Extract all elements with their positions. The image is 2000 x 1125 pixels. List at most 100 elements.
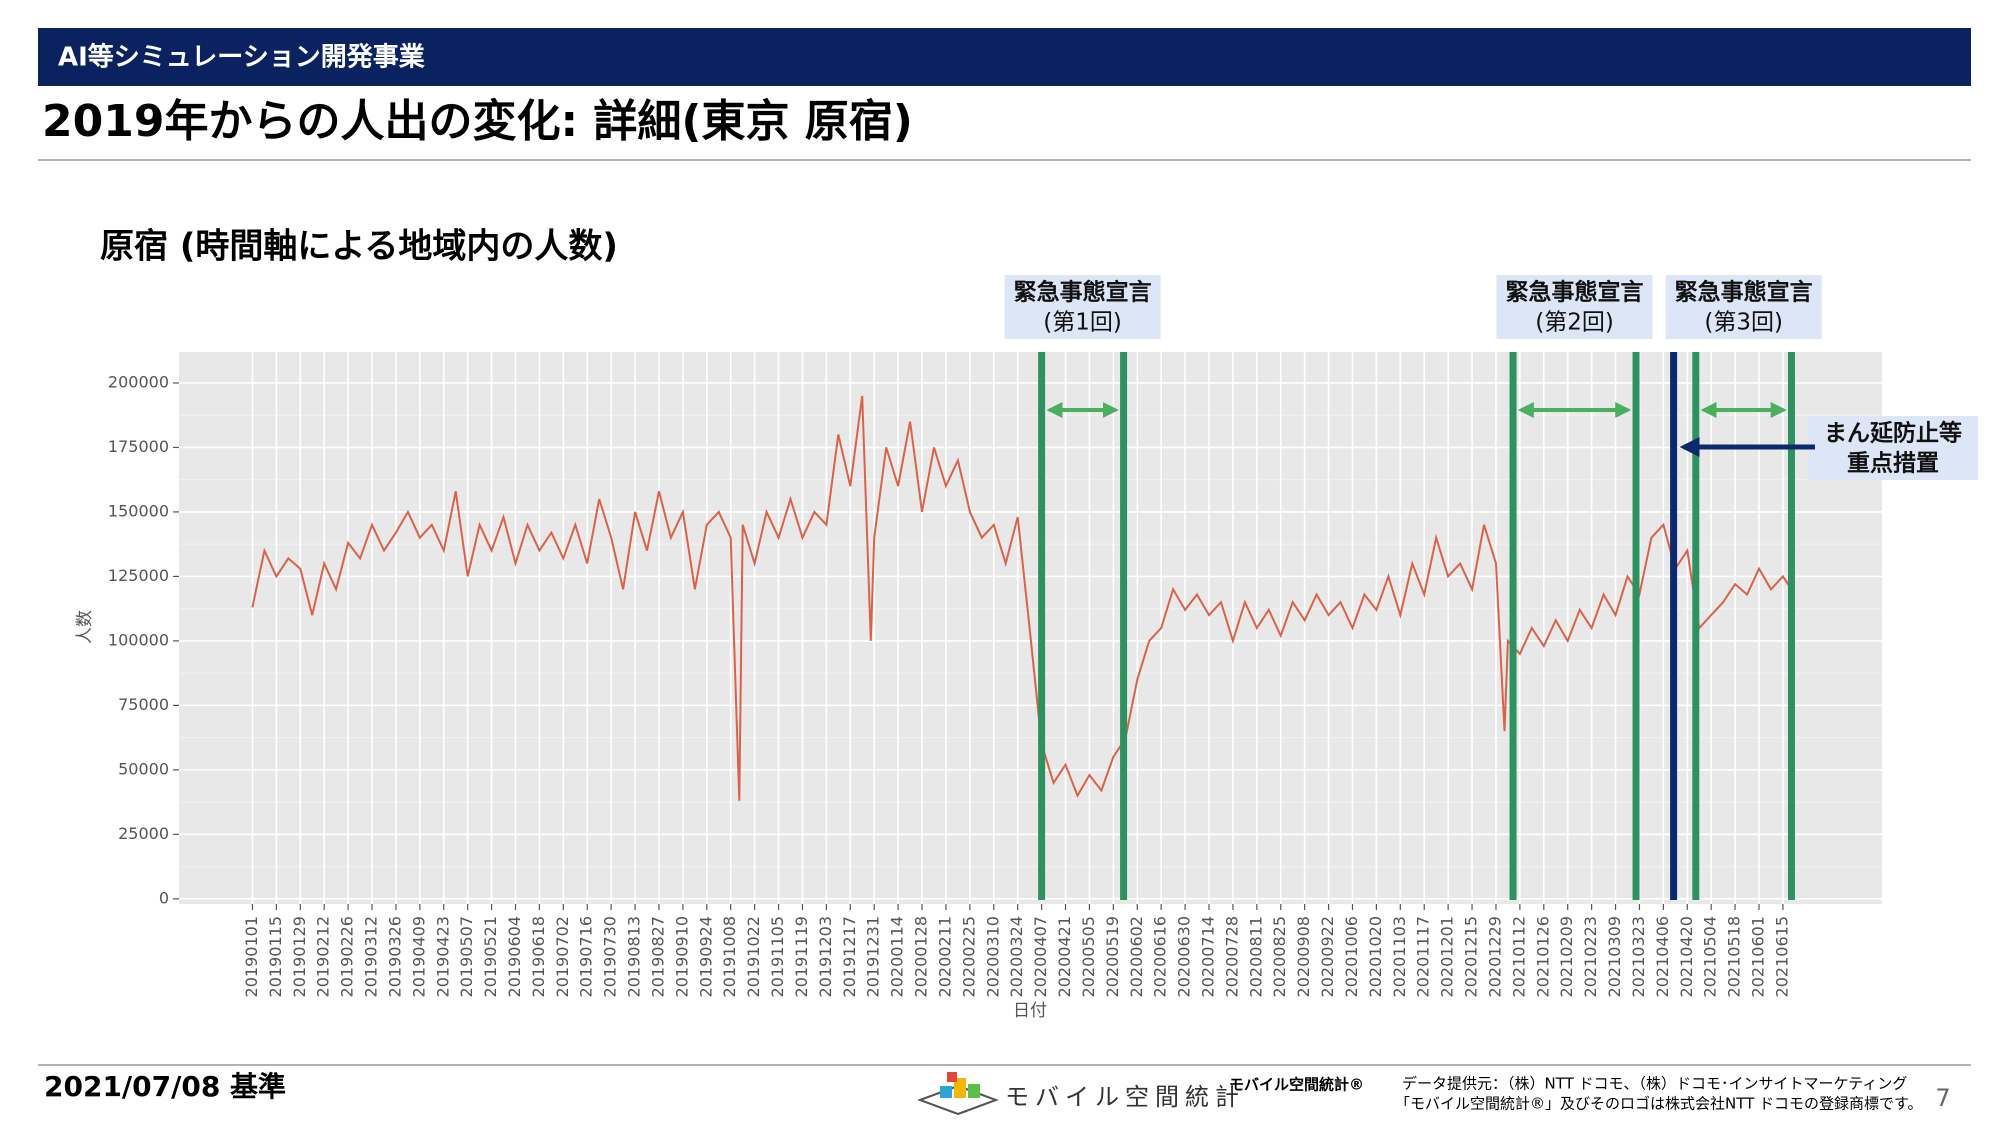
x-tick-label: 20190813 xyxy=(625,916,644,997)
x-tick-label: 20200811 xyxy=(1246,916,1265,997)
x-tick-label: 20190326 xyxy=(385,916,404,997)
x-tick-label: 20200825 xyxy=(1270,916,1289,997)
chart-title: 原宿 (時間軸による地域内の人数) xyxy=(100,227,618,267)
x-tick-label: 20191119 xyxy=(792,916,811,997)
period-title: 緊急事態宣言 xyxy=(1014,279,1152,306)
x-tick-label: 20210601 xyxy=(1749,916,1768,997)
x-tick-label: 20191231 xyxy=(864,916,883,997)
period-subtitle: (第3回) xyxy=(1704,310,1783,336)
x-tick-label: 20210615 xyxy=(1772,916,1791,997)
x-tick-label: 20190702 xyxy=(553,916,572,997)
x-tick-label: 20190226 xyxy=(338,916,357,997)
x-tick-label: 20191022 xyxy=(744,916,763,997)
x-tick-label: 20190910 xyxy=(672,916,691,997)
logo-text: モバイル空間統計 xyxy=(1005,1083,1245,1111)
marker-label: 重点措置 xyxy=(1847,451,1939,477)
x-tick-label: 20191217 xyxy=(840,916,859,997)
x-tick-label: 20190827 xyxy=(648,916,667,997)
x-tick-label: 20200211 xyxy=(935,916,954,997)
data-line xyxy=(251,395,1793,801)
page-number: 7 xyxy=(1935,1084,1950,1112)
x-tick-label: 20190604 xyxy=(505,916,524,997)
x-axis-label: 日付 xyxy=(1013,1001,1047,1021)
period-label-box xyxy=(1665,275,1822,339)
x-tick-label: 20201006 xyxy=(1342,916,1361,997)
x-tick-label: 20200310 xyxy=(983,916,1002,997)
x-tick-label: 20191008 xyxy=(720,916,739,997)
x-tick-label: 20190129 xyxy=(290,916,309,997)
period-subtitle: (第1回) xyxy=(1043,310,1122,336)
x-tick-label: 20200324 xyxy=(1007,916,1026,997)
y-tick-label: 200000 xyxy=(108,372,169,391)
x-tick-label: 20190312 xyxy=(362,916,381,997)
header-bar xyxy=(38,28,1971,86)
x-tick-label: 20201215 xyxy=(1462,916,1481,997)
x-tick-label: 20210126 xyxy=(1533,916,1552,997)
x-tick-label: 20200128 xyxy=(912,916,931,997)
x-tick-label: 20191105 xyxy=(768,916,787,997)
x-tick-label: 20201229 xyxy=(1485,916,1504,997)
x-tick-label: 20190924 xyxy=(696,916,715,997)
x-tick-label: 20210112 xyxy=(1509,916,1528,997)
x-tick-label: 20190618 xyxy=(529,916,548,997)
period-title: 緊急事態宣言 xyxy=(1506,279,1644,306)
x-tick-label: 20201020 xyxy=(1366,916,1385,997)
x-tick-label: 20191203 xyxy=(816,916,835,997)
x-tick-label: 20190115 xyxy=(266,916,285,997)
x-tick-label: 20210406 xyxy=(1653,916,1672,997)
x-tick-label: 20200114 xyxy=(888,916,907,997)
x-tick-label: 20200728 xyxy=(1222,916,1241,997)
period-subtitle: (第2回) xyxy=(1535,310,1614,336)
x-tick-label: 20201201 xyxy=(1438,916,1457,997)
x-tick-label: 20200922 xyxy=(1318,916,1337,997)
marker-label-box xyxy=(1808,416,1978,480)
period-title: 緊急事態宣言 xyxy=(1675,279,1813,306)
x-tick-label: 20201103 xyxy=(1390,916,1409,997)
section-label: AI等シミュレーション開発事業 xyxy=(58,42,425,73)
x-tick-label: 20200616 xyxy=(1151,916,1170,997)
footer-date: 2021/07/08 基準 xyxy=(44,1070,286,1103)
x-tick-label: 20200421 xyxy=(1055,916,1074,997)
x-tick-label: 20200908 xyxy=(1294,916,1313,997)
x-tick-label: 20200225 xyxy=(959,916,978,997)
y-tick-label: 50000 xyxy=(118,759,169,778)
x-tick-label: 20210504 xyxy=(1701,916,1720,997)
x-tick-label: 20201117 xyxy=(1414,916,1433,997)
x-tick-label: 20200714 xyxy=(1198,916,1217,997)
x-tick-label: 20190409 xyxy=(409,916,428,997)
x-tick-label: 20190730 xyxy=(601,916,620,997)
x-tick-label: 20190521 xyxy=(481,916,500,997)
credit-line: データ提供元：（株）NTT ドコモ、（株）ドコモ･インサイトマーケティング xyxy=(1402,1075,1907,1093)
brand: モバイル空間統計® xyxy=(1229,1076,1364,1094)
period-label-box xyxy=(1004,275,1161,339)
x-tick-label: 20210309 xyxy=(1605,916,1624,997)
x-tick-label: 20190716 xyxy=(577,916,596,997)
x-tick-label: 20190101 xyxy=(242,916,261,997)
y-axis-label: 人数 xyxy=(75,610,95,644)
y-tick-label: 0 xyxy=(159,888,169,907)
period-label-box xyxy=(1496,275,1653,339)
marker-label: まん延防止等 xyxy=(1824,420,1962,447)
y-tick-label: 125000 xyxy=(108,566,169,585)
plot: 0 25000 50000 75000 100000 125000 150000 175000… xyxy=(108,352,1882,997)
logo-icon xyxy=(917,1072,999,1116)
y-tick-label: 100000 xyxy=(108,630,169,649)
y-tick-label: 75000 xyxy=(118,695,169,714)
y-tick-label: 175000 xyxy=(108,437,169,456)
x-tick-label: 20200602 xyxy=(1127,916,1146,997)
x-tick-label: 20190507 xyxy=(457,916,476,997)
x-tick-label: 20210223 xyxy=(1581,916,1600,997)
x-tick-label: 20210209 xyxy=(1557,916,1576,997)
x-tick-label: 20200519 xyxy=(1103,916,1122,997)
slide-title: 2019年からの人出の変化: 詳細(東京 原宿) xyxy=(42,96,913,147)
x-tick-label: 20200630 xyxy=(1175,916,1194,997)
x-tick-label: 20200407 xyxy=(1031,916,1050,997)
x-tick-label: 20210420 xyxy=(1677,916,1696,997)
x-tick-label: 20190212 xyxy=(314,916,333,997)
y-tick-label: 150000 xyxy=(108,501,169,520)
x-tick-label: 20210323 xyxy=(1629,916,1648,997)
y-tick-label: 25000 xyxy=(118,824,169,843)
x-tick-label: 20200505 xyxy=(1079,916,1098,997)
x-tick-label: 20210518 xyxy=(1725,916,1744,997)
